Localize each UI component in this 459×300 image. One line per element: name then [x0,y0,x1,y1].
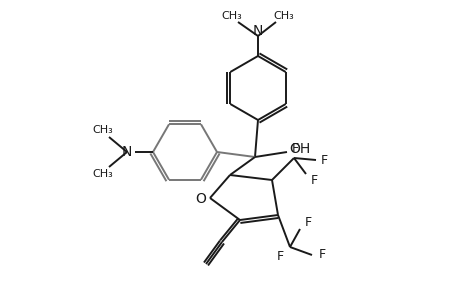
Text: F: F [318,248,325,262]
Text: F: F [310,173,317,187]
Text: CH₃: CH₃ [273,11,294,21]
Text: CH₃: CH₃ [221,11,242,21]
Text: F: F [276,250,283,263]
Text: N: N [252,24,263,38]
Text: CH₃: CH₃ [92,125,113,135]
Text: N: N [122,145,132,159]
Text: O: O [195,192,206,206]
Text: F: F [304,217,311,230]
Text: OH: OH [289,142,310,156]
Text: F: F [291,142,298,154]
Text: F: F [320,154,327,166]
Text: CH₃: CH₃ [92,169,113,179]
